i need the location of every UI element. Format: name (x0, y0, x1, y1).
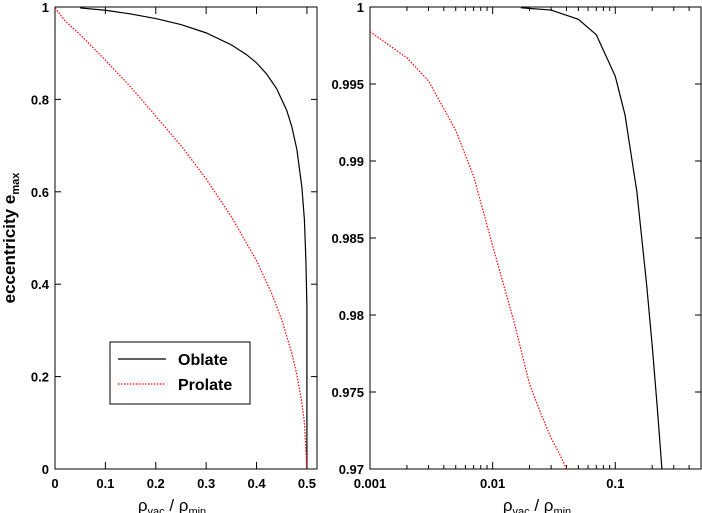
y-tick-label: 1 (42, 0, 49, 15)
x-tick-label: 0.4 (247, 476, 266, 491)
series-line-prolate (55, 7, 308, 469)
x-tick-label: 0.3 (197, 476, 215, 491)
series-line-prolate (370, 31, 568, 469)
legend-label-oblate: Oblate (178, 352, 228, 369)
x-tick-label: 0.1 (606, 476, 624, 491)
x-tick-label: 0.2 (147, 476, 165, 491)
legend-label-prolate: Prolate (178, 377, 232, 394)
y-tick-label: 0.985 (331, 231, 364, 246)
y-tick-label: 0.2 (31, 370, 49, 385)
right-panel: 0.97 0.975 0.98 0.985 0.99 0.995 1 0.001 0.01 0.1… (331, 0, 702, 513)
x-axis-label: ρvac / ρmin (138, 496, 206, 513)
x-tick-label: 0.5 (298, 476, 316, 491)
y-tick-label: 1 (357, 0, 364, 15)
legend-box (109, 341, 251, 405)
legend: Oblate Prolate (109, 341, 251, 405)
y-tick-label: 0.8 (31, 92, 49, 107)
y-tick-label: 0.6 (31, 185, 49, 200)
plot-frame (54, 6, 318, 470)
y-tick-label: 0.975 (331, 385, 364, 400)
x-tick-label: 0.1 (96, 476, 114, 491)
x-tick-label: 0 (51, 476, 58, 491)
y-tick-label: 0.97 (339, 462, 364, 477)
y-tick-label: 0.4 (31, 277, 50, 292)
x-tick-label: 0.01 (480, 476, 505, 491)
y-tick-label: 0.995 (331, 77, 364, 92)
x-axis-label: ρvac / ρmin (503, 496, 571, 513)
left-panel: 0 0.2 0.4 0.6 0.8 1 0 0.1 0.2 0.3 0.4 0.5 ρvac / ρmi… (0, 0, 318, 513)
y-tick-label: 0.99 (339, 154, 364, 169)
y-tick-label: 0 (42, 462, 49, 477)
series-line-oblate (520, 7, 663, 469)
x-tick-label: 0.001 (354, 476, 387, 491)
y-tick-label: 0.98 (339, 308, 364, 323)
series-line-oblate (80, 7, 308, 469)
y-axis-label: eccentricity emax (0, 172, 22, 304)
